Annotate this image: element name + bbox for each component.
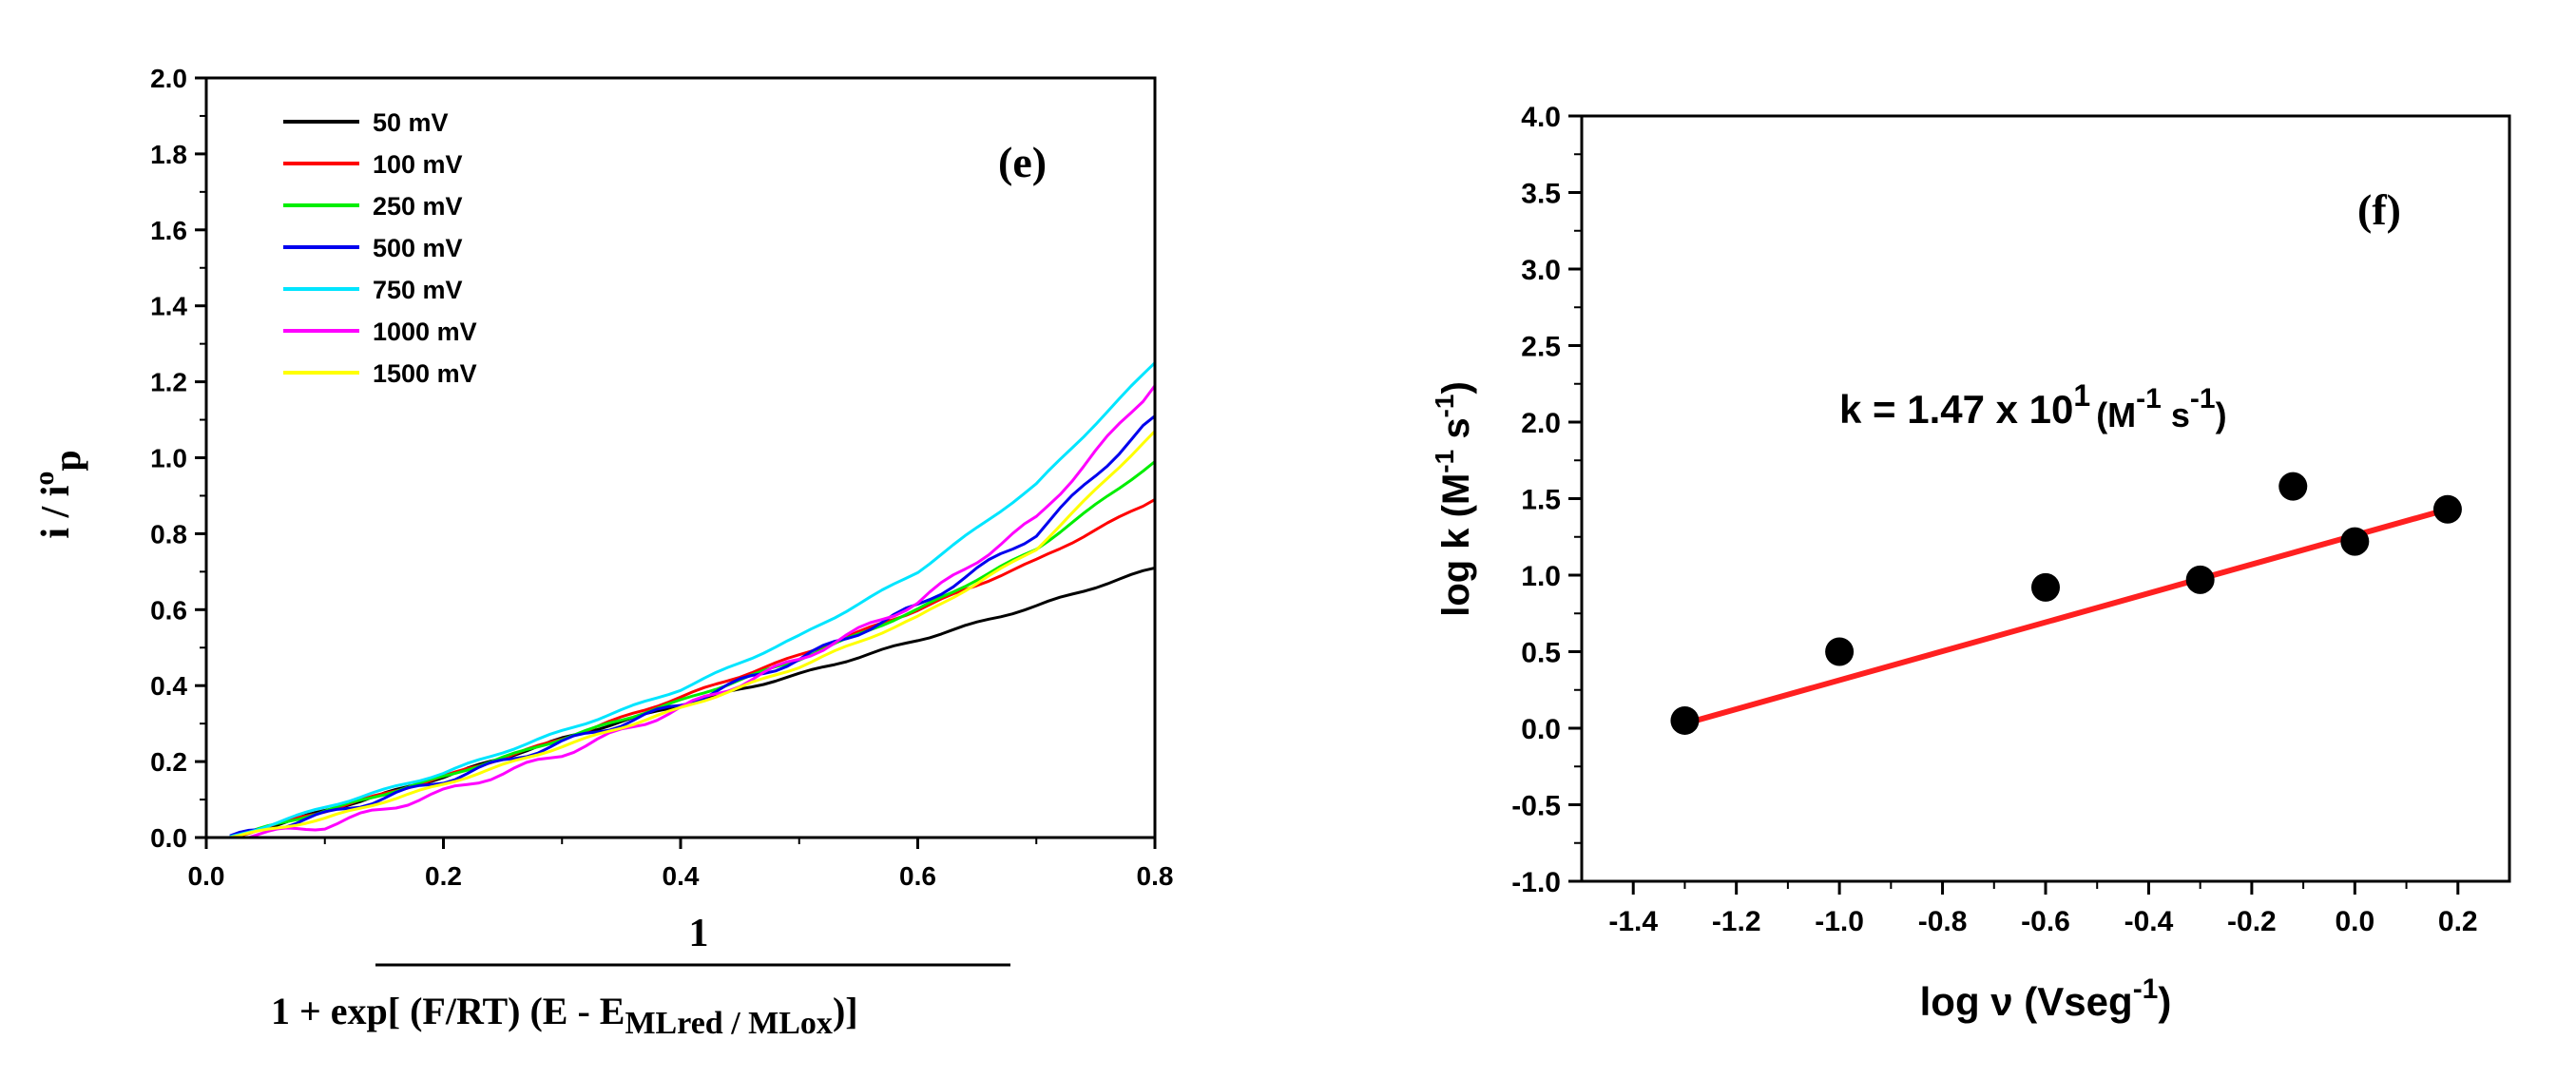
legend-label: 250 mV [373, 192, 463, 221]
annotation-exp: 1 [2073, 378, 2090, 413]
legend-label: 1000 mV [373, 318, 477, 346]
panel-f-y-tick-label: 3.0 [1521, 255, 1561, 286]
panel-f-x-axis-label: log ν (Vseg-1) [1920, 973, 2172, 1024]
panel-f-x-tick-label: -0.6 [2021, 906, 2070, 937]
panel-e-y-tick-label: 1.8 [150, 140, 187, 169]
legend-label: 750 mV [373, 276, 463, 304]
series-line-1500-mv [229, 430, 1157, 839]
panel-e-y-label-sup: o [29, 472, 60, 486]
annotation-unit-exp2: -1 [2190, 383, 2216, 414]
panel-e-y-label-main: i / i [34, 485, 78, 538]
series-line-250-mv [229, 460, 1156, 839]
panel-f-annotation: k = 1.47 x 101 (M-1 s-1) [1839, 378, 2227, 434]
panel-e-plot-area [229, 361, 1157, 839]
panel-f-x-label-b: ) [2158, 979, 2171, 1024]
panel-f-data-point [2031, 572, 2060, 602]
panel-e-y-tick-label: 0.2 [150, 747, 187, 777]
panel-f-data-point [2278, 472, 2308, 501]
panel-e-frame [204, 76, 1157, 839]
panel-f-x-tick-label: -1.0 [1815, 906, 1864, 937]
panel-e-y-tick-label: 2.0 [150, 64, 187, 93]
panel-e-x-tick-label: 0.0 [188, 861, 225, 891]
panel-f-y-label-sup2: -1 [1430, 395, 1459, 418]
panel-e-y-tick-label: 0.8 [150, 519, 187, 549]
panel-e-y-tick-label: 1.6 [150, 216, 187, 245]
panel-e-x-tick-label: 0.6 [899, 861, 936, 891]
panel-f-y-label-b: s [1435, 417, 1477, 449]
panel-f-data-point [1825, 637, 1855, 666]
annotation-unit-mid: s [2162, 395, 2190, 434]
panel-f-x-tick-label: 0.2 [2438, 906, 2478, 937]
annotation-unit-open: (M [2096, 395, 2136, 434]
panel-e-y-tick-label: 0.6 [150, 595, 187, 625]
panel-f-x-ticks: -1.4 -1.2 -1.0 -0.8 -0.6 -0.4 -0.2 0.0 0.2 [1608, 881, 2478, 937]
panel-f-x-label-a: log ν (Vseg [1920, 979, 2133, 1024]
panel-f-fit-line [1682, 506, 2451, 727]
annotation-unit-exp1: -1 [2136, 383, 2162, 414]
panel-f-y-tick-label: 1.0 [1521, 561, 1561, 592]
panel-e-line-chart: 0.0 0.2 0.4 0.6 0.8 0.0 0.2 0.4 0.6 0.8 1.0 1.2 1.4… [29, 64, 1173, 1041]
legend-label: 100 mV [373, 150, 463, 179]
panel-e-y-label-sub: p [46, 450, 88, 471]
panel-f-y-tick-label: 0.5 [1521, 638, 1561, 669]
panel-f-x-tick-label: -0.4 [2124, 906, 2174, 937]
panel-e-x-label-denominator: 1 + exp[ (F/RT) (E - EMLred / MLox)] [271, 990, 858, 1041]
panel-f-y-tick-label: 0.0 [1521, 714, 1561, 745]
panel-f-label: (f) [2357, 185, 2401, 234]
panel-e-y-ticks: 0.0 0.2 0.4 0.6 0.8 1.0 1.2 1.4 1.6 1.8 2.0 [150, 64, 206, 853]
legend-label: 50 mV [373, 108, 449, 137]
panel-f-data-point [2185, 565, 2215, 594]
annotation-main: k = 1.47 x 10 [1839, 387, 2073, 432]
panel-e-x-label-tail: )] [833, 990, 858, 1032]
panel-e-y-tick-label: 1.0 [150, 444, 187, 473]
panel-f-data-point [1670, 705, 1700, 735]
panel-e-x-ticks: 0.0 0.2 0.4 0.6 0.8 [188, 838, 1174, 891]
panel-f-x-tick-label: -1.4 [1608, 906, 1658, 937]
panel-f-y-axis-label: log k (M-1 s-1) [1430, 381, 1477, 617]
panel-f-x-tick-label: 0.0 [2335, 906, 2374, 937]
panel-f-y-tick-label: 3.5 [1521, 179, 1561, 210]
series-line-750-mv [229, 361, 1157, 838]
panel-e-x-tick-label: 0.8 [1137, 861, 1174, 891]
legend-label: 1500 mV [373, 359, 477, 388]
panel-f-data-point [2340, 527, 2370, 556]
panel-e-y-tick-label: 0.4 [150, 671, 187, 701]
panel-e-legend: 50 mV 100 mV 250 mV 500 mV 750 mV 1000 mV 1500… [283, 108, 477, 388]
panel-f-y-ticks: -1.0 -0.5 0.0 0.5 1.0 1.5 2.0 2.5 3.0 3.5 4.0 [1511, 102, 1582, 898]
panel-e-label: (e) [998, 138, 1047, 186]
panel-f-x-label-sup: -1 [2133, 973, 2159, 1005]
panel-e-x-tick-label: 0.4 [663, 861, 700, 891]
panel-f-y-tick-label: -0.5 [1511, 791, 1561, 822]
panel-f-y-label-c: ) [1435, 381, 1477, 394]
panel-e-y-tick-label: 0.0 [150, 823, 187, 853]
panel-f-plot-area [1670, 472, 2462, 735]
panel-f-x-tick-label: -0.8 [1918, 906, 1968, 937]
panel-f-y-tick-label: 1.5 [1521, 485, 1561, 516]
series-line-100-mv [229, 498, 1156, 839]
panel-f-y-tick-label: -1.0 [1511, 867, 1561, 898]
panel-e-x-tick-label: 0.2 [425, 861, 462, 891]
panel-e-y-tick-label: 1.2 [150, 368, 187, 397]
panel-f-y-label-a: log k (M [1435, 473, 1477, 617]
panel-e-x-label-main: 1 + exp[ (F/RT) (E - E [271, 990, 625, 1032]
panel-e-y-tick-label: 1.4 [150, 292, 187, 321]
panel-e-y-axis-label: i / iop [29, 450, 88, 538]
panel-f-data-point [2432, 494, 2462, 524]
panel-e-x-label-sub: MLred / MLox [625, 1006, 832, 1041]
annotation-unit-close: ) [2216, 395, 2227, 434]
panel-e-x-label-numerator: 1 [689, 912, 709, 955]
panel-f-x-tick-label: -1.2 [1712, 906, 1761, 937]
legend-label: 500 mV [373, 234, 463, 262]
panel-f-y-tick-label: 2.0 [1521, 408, 1561, 439]
panel-f-x-tick-label: -0.2 [2227, 906, 2277, 937]
panel-f-y-tick-label: 2.5 [1521, 332, 1561, 363]
series-line-500-mv [229, 414, 1156, 838]
panel-f-scatter-chart: -1.4 -1.2 -1.0 -0.8 -0.6 -0.4 -0.2 0.0 0.2 -1.0-… [1430, 102, 2511, 1024]
panel-f-y-tick-label: 4.0 [1521, 102, 1561, 133]
panel-f-y-label-sup1: -1 [1430, 450, 1459, 473]
